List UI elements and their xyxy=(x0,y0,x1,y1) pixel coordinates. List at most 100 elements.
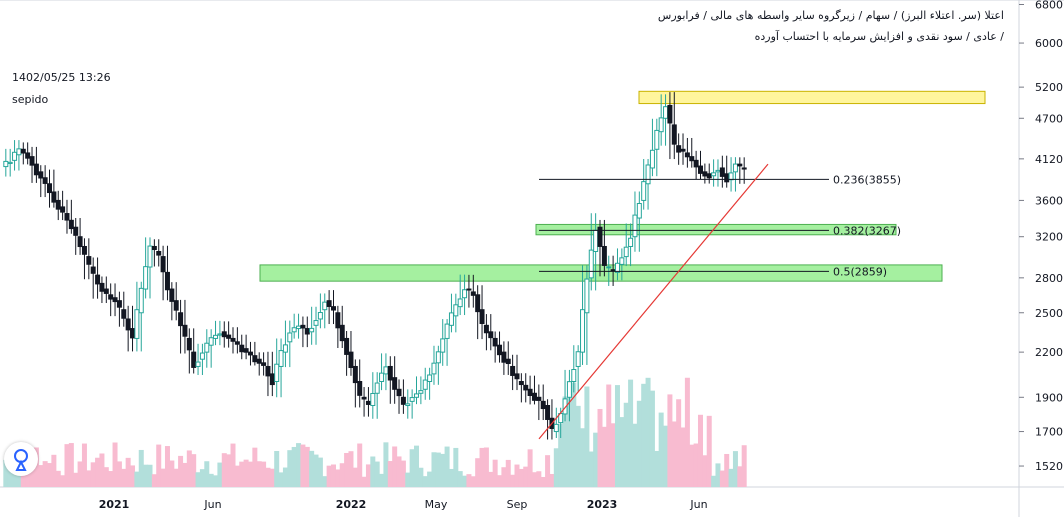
candle-body xyxy=(304,328,310,335)
volume-bar xyxy=(387,461,393,487)
volume-bar xyxy=(448,468,454,487)
candle-body xyxy=(531,392,537,401)
candle-body xyxy=(256,358,262,364)
candle-body xyxy=(689,156,695,162)
volume-bar xyxy=(654,450,660,487)
volume-bar xyxy=(147,464,153,487)
volume-bar xyxy=(81,443,87,487)
candle-body xyxy=(81,245,87,255)
volume-bar xyxy=(160,468,166,487)
volume-bar xyxy=(348,451,354,487)
volume-bar xyxy=(553,448,559,487)
volume-bar xyxy=(143,464,149,487)
price-tick-label: 1520 xyxy=(1035,460,1063,473)
candle-body xyxy=(99,282,105,292)
candle-body xyxy=(143,266,149,290)
candle-body xyxy=(195,361,201,367)
volume-bar xyxy=(121,468,127,487)
volume-bar xyxy=(47,463,53,487)
candle-body xyxy=(130,328,136,339)
volume-bar xyxy=(55,470,61,487)
volume-bar xyxy=(501,467,507,487)
volume-bar xyxy=(663,425,669,487)
candle-body xyxy=(361,396,367,400)
candle-body xyxy=(186,337,192,351)
candle-body xyxy=(606,266,612,269)
volume-bar xyxy=(562,396,568,487)
time-label: Jun xyxy=(689,498,707,511)
candle-body xyxy=(400,396,406,405)
volume-bar xyxy=(724,453,730,487)
price-tick-label: 3600 xyxy=(1035,194,1063,207)
volume-bar xyxy=(440,453,446,487)
volume-bar xyxy=(658,412,664,487)
volume-bar xyxy=(741,445,747,487)
volume-bar xyxy=(619,417,625,487)
volume-bar xyxy=(51,454,57,487)
candle-body xyxy=(309,327,315,333)
candle-body xyxy=(125,318,131,331)
volume-bar xyxy=(68,443,74,487)
fib-level-label: 0.382(3267) xyxy=(833,224,901,237)
candle-body xyxy=(116,300,122,308)
volume-bar xyxy=(64,444,70,487)
candle-body xyxy=(571,369,577,382)
candle-body xyxy=(448,312,454,326)
volume-bar xyxy=(580,428,586,487)
candle-body xyxy=(741,167,747,170)
volume-bar xyxy=(396,456,402,487)
candle-body xyxy=(352,365,358,384)
volume-bar xyxy=(169,460,175,487)
candle-body xyxy=(658,117,664,133)
tradingview-logo-icon[interactable] xyxy=(4,442,38,476)
volume-bar xyxy=(702,455,708,487)
volume-bar xyxy=(370,456,376,487)
candle-body xyxy=(365,400,371,405)
volume-bar xyxy=(719,470,725,487)
candle-body xyxy=(239,344,245,353)
candle-body xyxy=(593,229,599,252)
candle-body xyxy=(588,249,594,279)
volume-bar xyxy=(623,402,629,487)
volume-bar xyxy=(234,465,240,487)
volume-bar xyxy=(518,468,524,487)
candle-body xyxy=(25,152,31,159)
candle-body xyxy=(182,324,188,337)
volume-bar xyxy=(427,471,433,487)
volume-bar xyxy=(414,445,420,487)
candle-body xyxy=(728,172,734,181)
volume-bar xyxy=(711,475,717,487)
volume-bar xyxy=(42,461,48,487)
candle-body xyxy=(86,256,92,265)
candle-body xyxy=(278,350,284,367)
volume-bar xyxy=(549,473,555,487)
volume-bar xyxy=(392,446,398,487)
volume-bar xyxy=(453,447,459,487)
volume-bar xyxy=(379,473,385,487)
candle-body xyxy=(457,298,463,308)
candle-body xyxy=(409,397,415,402)
volume-bar xyxy=(689,444,695,487)
volume-bar xyxy=(77,461,83,487)
candle-body xyxy=(523,384,529,391)
volume-bar xyxy=(261,461,267,487)
volume-bar xyxy=(330,464,336,487)
candle-body xyxy=(414,393,420,398)
volume-bar xyxy=(575,405,581,487)
volume-bar xyxy=(470,476,476,487)
volume-bar xyxy=(479,447,485,487)
volume-bar xyxy=(505,459,511,487)
candle-body xyxy=(138,287,144,314)
volume-bar xyxy=(269,468,275,487)
price-tick-label: 4120 xyxy=(1035,153,1063,166)
candle-body xyxy=(693,159,699,168)
volume-bar xyxy=(16,468,22,487)
volume-bar xyxy=(300,444,306,487)
candle-body xyxy=(274,363,280,382)
volume-bar xyxy=(60,475,66,487)
volume-bar xyxy=(103,467,109,487)
candle-body xyxy=(348,351,354,369)
volume-bar xyxy=(195,472,201,487)
